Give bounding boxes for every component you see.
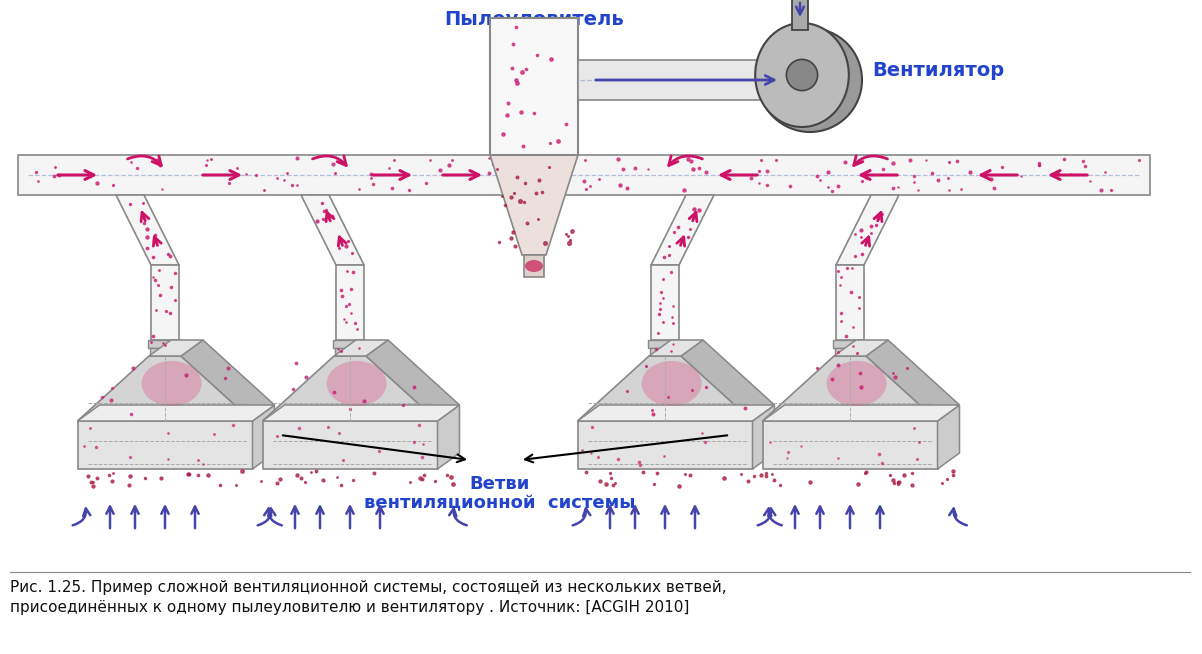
Text: Ветви: Ветви [470, 475, 530, 493]
Ellipse shape [327, 361, 387, 406]
Polygon shape [649, 340, 703, 356]
Polygon shape [762, 405, 959, 421]
Polygon shape [151, 265, 179, 340]
Ellipse shape [525, 260, 543, 272]
Polygon shape [792, 0, 808, 30]
Polygon shape [762, 356, 938, 421]
Ellipse shape [142, 361, 202, 406]
Polygon shape [650, 348, 680, 356]
Polygon shape [651, 265, 679, 340]
Polygon shape [18, 155, 1150, 195]
Polygon shape [334, 340, 388, 356]
Polygon shape [438, 405, 459, 469]
Polygon shape [577, 356, 752, 421]
Text: вентиляционной  системы: вентиляционной системы [364, 494, 636, 512]
Text: Пылеуловитель: Пылеуловитель [444, 10, 624, 29]
Polygon shape [835, 348, 865, 356]
Polygon shape [252, 405, 274, 469]
Text: присоединённых к одному пылеуловителю и вентилятору . Источник: [ACGIH 2010]: присоединённых к одному пылеуловителю и … [10, 600, 690, 615]
Polygon shape [682, 340, 774, 421]
Polygon shape [262, 405, 459, 421]
Polygon shape [833, 340, 867, 348]
Polygon shape [365, 340, 459, 421]
Polygon shape [938, 405, 959, 469]
Circle shape [786, 60, 817, 91]
Polygon shape [865, 340, 959, 421]
Polygon shape [490, 155, 578, 255]
Polygon shape [490, 18, 578, 155]
Polygon shape [300, 195, 364, 265]
Polygon shape [578, 60, 790, 100]
Polygon shape [333, 340, 367, 348]
Circle shape [758, 28, 862, 132]
Polygon shape [149, 340, 203, 356]
Polygon shape [77, 421, 252, 469]
Polygon shape [262, 421, 438, 469]
Polygon shape [651, 195, 714, 265]
Polygon shape [337, 265, 364, 340]
Polygon shape [524, 255, 545, 277]
Polygon shape [752, 405, 774, 469]
Polygon shape [780, 60, 802, 100]
Polygon shape [837, 195, 899, 265]
Polygon shape [182, 340, 274, 421]
Polygon shape [148, 340, 182, 348]
Polygon shape [834, 340, 888, 356]
Polygon shape [837, 265, 864, 340]
Ellipse shape [642, 361, 702, 406]
Polygon shape [117, 195, 179, 265]
Polygon shape [577, 405, 774, 421]
Polygon shape [577, 421, 752, 469]
Polygon shape [77, 405, 274, 421]
Polygon shape [262, 356, 438, 421]
Polygon shape [648, 340, 682, 348]
Polygon shape [335, 348, 365, 356]
Polygon shape [762, 421, 938, 469]
Polygon shape [150, 348, 180, 356]
Ellipse shape [755, 23, 849, 127]
Polygon shape [77, 356, 252, 421]
Ellipse shape [827, 361, 887, 406]
Text: Вентилятор: Вентилятор [871, 61, 1004, 80]
Text: Рис. 1.25. Пример сложной вентиляционной системы, состоящей из нескольких ветвей: Рис. 1.25. Пример сложной вентиляционной… [10, 580, 727, 595]
